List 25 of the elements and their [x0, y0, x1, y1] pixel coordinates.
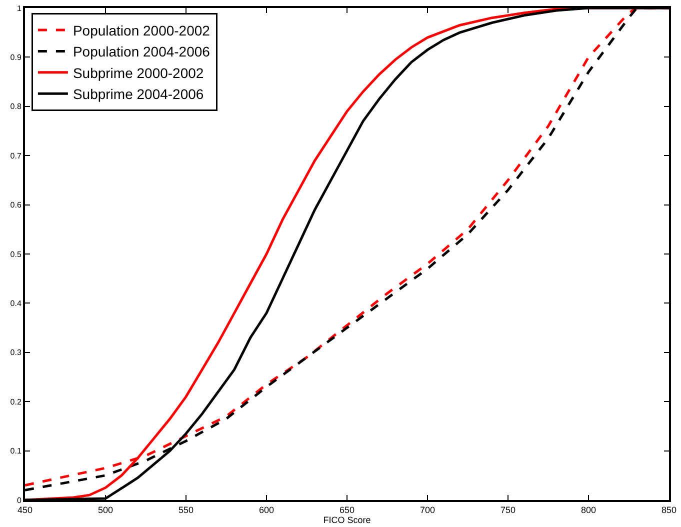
y-tick-label: 0.1	[10, 446, 22, 456]
legend-label: Population 2000-2002	[72, 22, 210, 38]
x-tick-label: 550	[178, 504, 194, 515]
x-tick-label: 850	[661, 504, 677, 515]
x-tick-label: 500	[98, 504, 114, 515]
y-tick-label: 1	[16, 4, 22, 13]
x-tick-label: 750	[500, 504, 516, 515]
y-tick-label: 0.9	[10, 53, 22, 62]
y-tick-label: 0	[16, 496, 22, 505]
legend-label: Subprime 2000-2002	[72, 64, 204, 81]
y-tick-label: 0.6	[10, 200, 22, 210]
y-tick-label: 0.7	[10, 151, 22, 160]
y-tick-label: 0.5	[10, 250, 22, 259]
y-tick-label: 0.4	[10, 299, 22, 308]
x-tick-label: 450	[17, 504, 33, 515]
legend-label: Population 2004-2006	[72, 44, 210, 60]
x-tick-label: 600	[258, 504, 274, 515]
y-tick-label: 0.3	[10, 348, 22, 358]
y-tick-label: 0.2	[10, 397, 22, 406]
x-axis-title: FICO Score	[323, 514, 371, 525]
x-tick-label: 650	[339, 504, 355, 515]
legend-label: Subprime 2004-2006	[72, 86, 204, 102]
x-tick-label: 700	[420, 504, 436, 515]
x-tick-label: 800	[580, 504, 596, 515]
y-tick-label: 0.8	[10, 102, 22, 112]
